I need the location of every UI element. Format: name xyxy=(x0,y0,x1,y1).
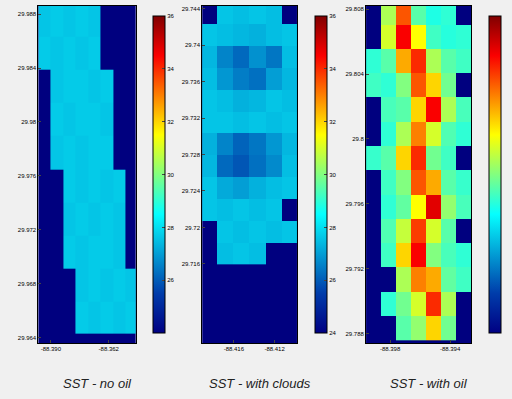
svg-text:34: 34 xyxy=(167,66,174,72)
svg-text:24: 24 xyxy=(329,330,336,336)
svg-text:30: 30 xyxy=(329,172,336,178)
svg-text:29.744: 29.744 xyxy=(182,6,201,12)
svg-text:29.976: 29.976 xyxy=(18,173,37,179)
svg-text:34: 34 xyxy=(329,66,336,72)
svg-text:32: 32 xyxy=(167,119,174,125)
svg-text:29.98: 29.98 xyxy=(21,119,37,125)
svg-text:30: 30 xyxy=(167,172,174,178)
svg-text:29.788: 29.788 xyxy=(346,331,365,337)
svg-text:SST - with clouds: SST - with clouds xyxy=(209,376,311,391)
svg-text:29.988: 29.988 xyxy=(18,11,37,17)
svg-text:26: 26 xyxy=(167,277,174,283)
svg-text:-88.398: -88.398 xyxy=(380,346,401,352)
svg-text:29.728: 29.728 xyxy=(182,152,201,158)
svg-text:29.804: 29.804 xyxy=(346,71,365,77)
svg-text:29.792: 29.792 xyxy=(346,266,365,272)
svg-text:29.796: 29.796 xyxy=(346,201,365,207)
svg-text:-88.362: -88.362 xyxy=(99,346,120,352)
svg-text:29.808: 29.808 xyxy=(346,6,365,12)
svg-text:-88.394: -88.394 xyxy=(440,346,461,352)
svg-text:SST - no oil: SST - no oil xyxy=(63,376,132,391)
svg-text:-88.416: -88.416 xyxy=(224,346,245,352)
svg-text:32: 32 xyxy=(329,119,336,125)
svg-text:-88.412: -88.412 xyxy=(264,346,285,352)
svg-text:29.724: 29.724 xyxy=(182,188,201,194)
svg-text:29.964: 29.964 xyxy=(18,335,37,341)
svg-text:SST - with oil: SST - with oil xyxy=(390,376,468,391)
svg-text:36: 36 xyxy=(329,13,336,19)
svg-text:29.72: 29.72 xyxy=(185,225,201,231)
svg-text:29.716: 29.716 xyxy=(182,261,201,267)
svg-text:36: 36 xyxy=(167,13,174,19)
svg-text:29.8: 29.8 xyxy=(352,136,364,142)
svg-text:28: 28 xyxy=(329,225,336,231)
svg-text:26: 26 xyxy=(329,277,336,283)
svg-text:29.74: 29.74 xyxy=(185,42,201,48)
svg-text:28: 28 xyxy=(167,225,174,231)
svg-text:29.736: 29.736 xyxy=(182,79,201,85)
svg-text:29.972: 29.972 xyxy=(18,227,37,233)
svg-text:29.984: 29.984 xyxy=(18,65,37,71)
svg-text:-88.390: -88.390 xyxy=(41,346,62,352)
svg-text:29.732: 29.732 xyxy=(182,115,201,121)
svg-text:29.968: 29.968 xyxy=(18,281,37,287)
